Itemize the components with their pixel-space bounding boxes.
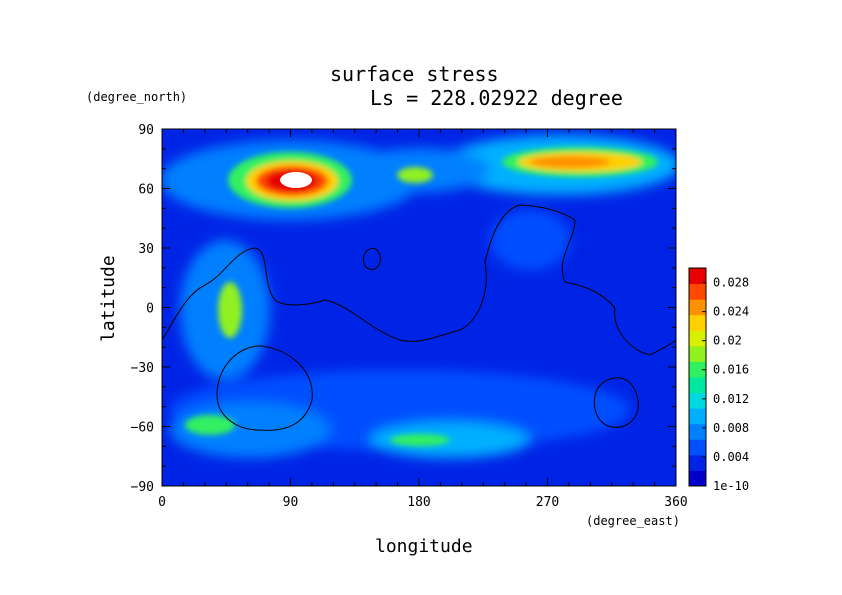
x-tick-label: 90 [283,495,299,510]
field-blob [397,167,433,183]
chart-subtitle: Ls = 228.02922 degree [370,86,623,110]
colorbar-swatch [689,470,706,487]
x-tick-label: 360 [664,495,687,510]
coastline-southeast [593,377,639,428]
colorbar-swatch [689,299,706,316]
colorbar-tick-label: 0.004 [713,450,749,464]
y-axis-unit: (degree_north) [86,90,188,104]
colorbar-swatch [689,330,706,347]
colorbar-tick-label: 0.028 [713,276,749,290]
field-blob [185,415,235,435]
x-tick-label: 270 [536,495,559,510]
colorbar-swatch [689,392,706,409]
coastline [162,204,676,431]
x-axis-unit: (degree_east) [586,514,680,528]
x-axis: 0 90 180 270 360 [158,129,688,510]
y-tick-label: −60 [131,421,154,436]
x-tick-label: 0 [158,495,166,510]
colorbar-swatch [689,377,706,394]
colorbar-swatch [689,408,706,425]
colorbar-tick-label: 1e-10 [713,479,749,493]
colorbar: 0.028 0.024 0.02 0.016 0.012 0.008 0.004 1e-10 [688,267,749,493]
field-blob [530,156,610,168]
coastline-island [362,247,381,270]
field-blob [218,282,242,338]
colorbar-swatch [689,314,706,331]
field-blob [490,210,570,270]
colorbar-swatch [689,439,706,456]
colorbar-swatch [689,345,706,362]
colorbar-swatch [689,423,706,440]
colorbar-swatch [689,268,706,285]
coastline-crater [216,345,313,431]
chart-title: surface stress [330,62,499,86]
coastline-west [162,204,676,356]
colorbar-tick-label: 0.02 [713,334,742,348]
y-axis: 90 60 30 0 −30 −60 −90 [131,123,676,495]
field-blob [390,434,450,446]
y-tick-label: −90 [131,480,154,495]
x-tick-label: 180 [407,495,430,510]
x-axis-label: longitude [375,536,473,557]
stress-field [162,129,676,486]
field-peak [280,172,312,188]
y-tick-label: 0 [146,302,154,317]
colorbar-swatch [689,454,706,471]
colorbar-tick-label: 0.012 [713,392,749,406]
y-tick-label: −30 [131,361,154,376]
colorbar-tick-label: 0.008 [713,421,749,435]
colorbar-frame [688,267,707,487]
colorbar-tick-label: 0.016 [713,363,749,377]
colorbar-swatch [689,361,706,378]
y-tick-label: 60 [138,183,154,198]
y-tick-label: 30 [138,242,154,257]
y-tick-label: 90 [138,123,154,138]
colorbar-swatch [689,283,706,300]
y-axis-label: latitude [98,255,119,342]
colorbar-tick-label: 0.024 [713,305,749,319]
